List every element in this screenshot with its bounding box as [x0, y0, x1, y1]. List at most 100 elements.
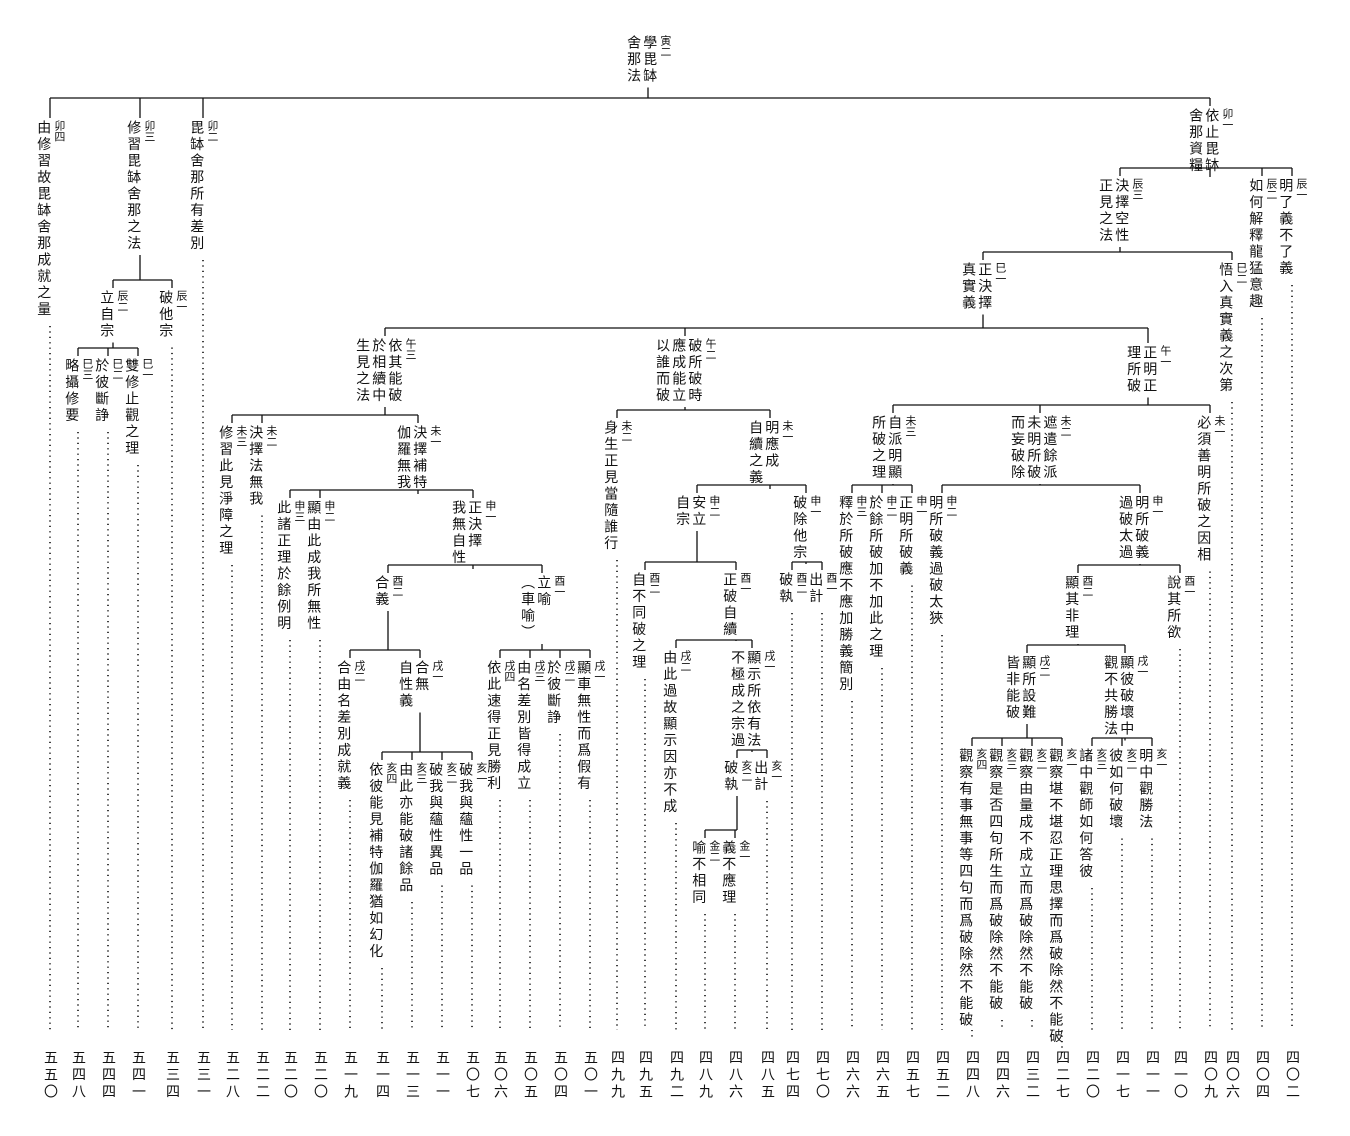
- page-number: 四七四: [784, 1050, 800, 1101]
- page-number: 四二〇: [1084, 1050, 1100, 1101]
- outline-node: 亥二 觀察由量成不成立而爲破除然不能破: [1017, 748, 1048, 1012]
- node-text: 自不同破之理: [630, 572, 647, 671]
- outline-node: 巳二 悟入真實義之次第: [1217, 262, 1248, 394]
- outline-node: 亥三 由此亦能破諸餘品: [397, 762, 428, 894]
- page-number: 五〇一: [582, 1050, 598, 1101]
- outline-node: 酉一 說其所欲: [1165, 575, 1196, 641]
- outline-node: 申一 破除他宗: [791, 495, 822, 561]
- node-tag: 酉二: [794, 572, 808, 594]
- node-text: 喻不相同: [690, 840, 707, 906]
- page-number: 五三一: [195, 1050, 211, 1101]
- node-text: 立喻: [535, 575, 552, 608]
- node-tag: 戌二: [562, 660, 576, 682]
- node-text: 於彼斷諍: [545, 660, 562, 726]
- outline-node: 亥一 出計: [752, 760, 783, 793]
- node-text: 明所破義: [1133, 495, 1150, 561]
- node-tag: 亥三: [1094, 748, 1108, 770]
- node-tag: 午三: [403, 338, 417, 360]
- outline-node: 戌二 由此過故顯示因亦不成: [661, 650, 692, 815]
- node-text: 自宗: [674, 495, 691, 528]
- page-number: 四六六: [844, 1050, 860, 1101]
- node-text: 觀察堪不堪忍正理思擇而爲破除然不能破: [1047, 748, 1064, 1045]
- outline-node: 申三 釋於所破應不應加勝義簡別: [837, 495, 868, 693]
- outline-node: 酉一 立喻 （車喻）: [519, 575, 566, 641]
- outline-node: 申二 於餘所破加不加此之理: [867, 495, 898, 660]
- node-text: 舍那法: [625, 35, 642, 85]
- page-number: 五四一: [130, 1050, 146, 1101]
- outline-node: 卯三 修習毘缽舍那之法: [125, 120, 156, 252]
- node-tag: 戌二: [352, 660, 366, 682]
- page-number: 五一一: [434, 1050, 450, 1101]
- node-text: 由此過故顯示因亦不成: [661, 650, 678, 815]
- node-tag: 巳二: [1234, 262, 1248, 284]
- page-number: 五〇五: [522, 1050, 538, 1101]
- node-text: 於餘所破加不加此之理: [867, 495, 884, 660]
- outline-node: 亥三 諸中觀師如何答彼: [1077, 748, 1108, 880]
- node-tag: 辰一: [174, 290, 188, 312]
- node-tag: 亥一: [474, 762, 488, 784]
- outline-node: 亥一 破我與蘊性一品: [457, 762, 488, 878]
- node-tag: 辰二: [1264, 178, 1278, 200]
- outline-node: 申一 正明所破義: [897, 495, 928, 578]
- page-number: 四一七: [1114, 1050, 1130, 1101]
- outline-node: 未一 必須善明所破之因相: [1195, 415, 1226, 564]
- outline-node: 辰二 立自宗: [98, 290, 129, 340]
- node-tag: 亥二: [1034, 748, 1048, 770]
- node-text: 顯車無性而爲假有: [575, 660, 592, 792]
- outline-node: 辰三 決擇空性 正見之法: [1097, 178, 1144, 244]
- node-tag: 亥一: [1064, 748, 1078, 770]
- node-text: 真實義: [960, 262, 977, 312]
- node-text: 觀察是否四句所生而爲破除然不能破: [987, 748, 1004, 1012]
- node-text: 明了義不了義: [1277, 178, 1294, 277]
- outline-node: 辰一 破他宗: [157, 290, 188, 340]
- node-text: 應成能立: [670, 338, 687, 404]
- node-text: 如何解釋龍猛意趣: [1247, 178, 1264, 310]
- page-number: 五一三: [404, 1050, 420, 1101]
- outline-node: 寅二 學毘缽 舍那法: [625, 35, 672, 85]
- outline-node: 未三 修習此見淨障之理: [217, 425, 248, 557]
- outline-node: 金二 喻不相同: [690, 840, 721, 906]
- node-text: 由此亦能破諸餘品: [397, 762, 414, 894]
- node-text: 顯彼破壞中: [1118, 655, 1135, 738]
- outline-node: 酉一 正破自續: [721, 572, 752, 638]
- outline-node: 申二 顯由此成我所無性: [305, 500, 336, 632]
- node-text: 正破自續: [721, 572, 738, 638]
- node-tag: 酉一: [1182, 575, 1196, 597]
- node-text: 破他宗: [157, 290, 174, 340]
- page-number: 五〇六: [492, 1050, 508, 1101]
- page-number: 四一〇: [1172, 1050, 1188, 1101]
- page-number: 五四四: [100, 1050, 116, 1101]
- outline-node: 亥二 破執: [722, 760, 753, 793]
- node-text: 必須善明所破之因相: [1195, 415, 1212, 564]
- outline-node: 亥三 觀察是否四句所生而爲破除然不能破: [987, 748, 1018, 1012]
- node-text: 於相續中: [370, 338, 387, 404]
- node-text: 觀察由量成不成立而爲破除然不能破: [1017, 748, 1034, 1012]
- outline-node: 午二 破所破時 應成能立 以誰而破: [654, 338, 717, 404]
- node-text: 破我與蘊性一品: [457, 762, 474, 878]
- node-text: 合無: [413, 660, 430, 693]
- outline-node: 戌一 顯車無性而爲假有: [575, 660, 606, 792]
- node-tag: 金一: [737, 840, 751, 862]
- outline-node: 酉二 自不同破之理: [630, 572, 661, 671]
- outline-node: 亥一 明中觀勝法: [1137, 748, 1168, 831]
- node-text: 身生正見當隨誰行: [602, 420, 619, 552]
- outline-node: 金一 義不應理: [720, 840, 751, 906]
- outline-node: 戌四 依此速得正見勝利: [485, 660, 516, 792]
- node-text: 由名差別皆得成立: [515, 660, 532, 792]
- node-text: 皆非能破: [1004, 655, 1021, 721]
- node-tag: 酉二: [647, 572, 661, 594]
- outline-node: 申一 明所破義 過破太過: [1117, 495, 1164, 561]
- node-text: 明應成: [763, 420, 780, 470]
- node-tag: 申一: [483, 500, 497, 522]
- node-tag: 申二: [884, 495, 898, 517]
- outline-node: 戌一 顯示所依有法 不極成之宗過: [729, 650, 776, 749]
- node-tag: 辰二: [115, 290, 129, 312]
- node-text: 破除他宗: [791, 495, 808, 561]
- outline-node: 午三 依其能破 於相續中 生見之法: [354, 338, 417, 404]
- outline-node: 戌一 合無 自性義: [397, 660, 444, 710]
- outline-node: 亥二 彼如何破壞: [1107, 748, 1138, 831]
- node-text: 舍那資糧: [1187, 108, 1204, 174]
- node-tag: 戌一: [430, 660, 444, 682]
- node-tag: 寅二: [658, 35, 672, 57]
